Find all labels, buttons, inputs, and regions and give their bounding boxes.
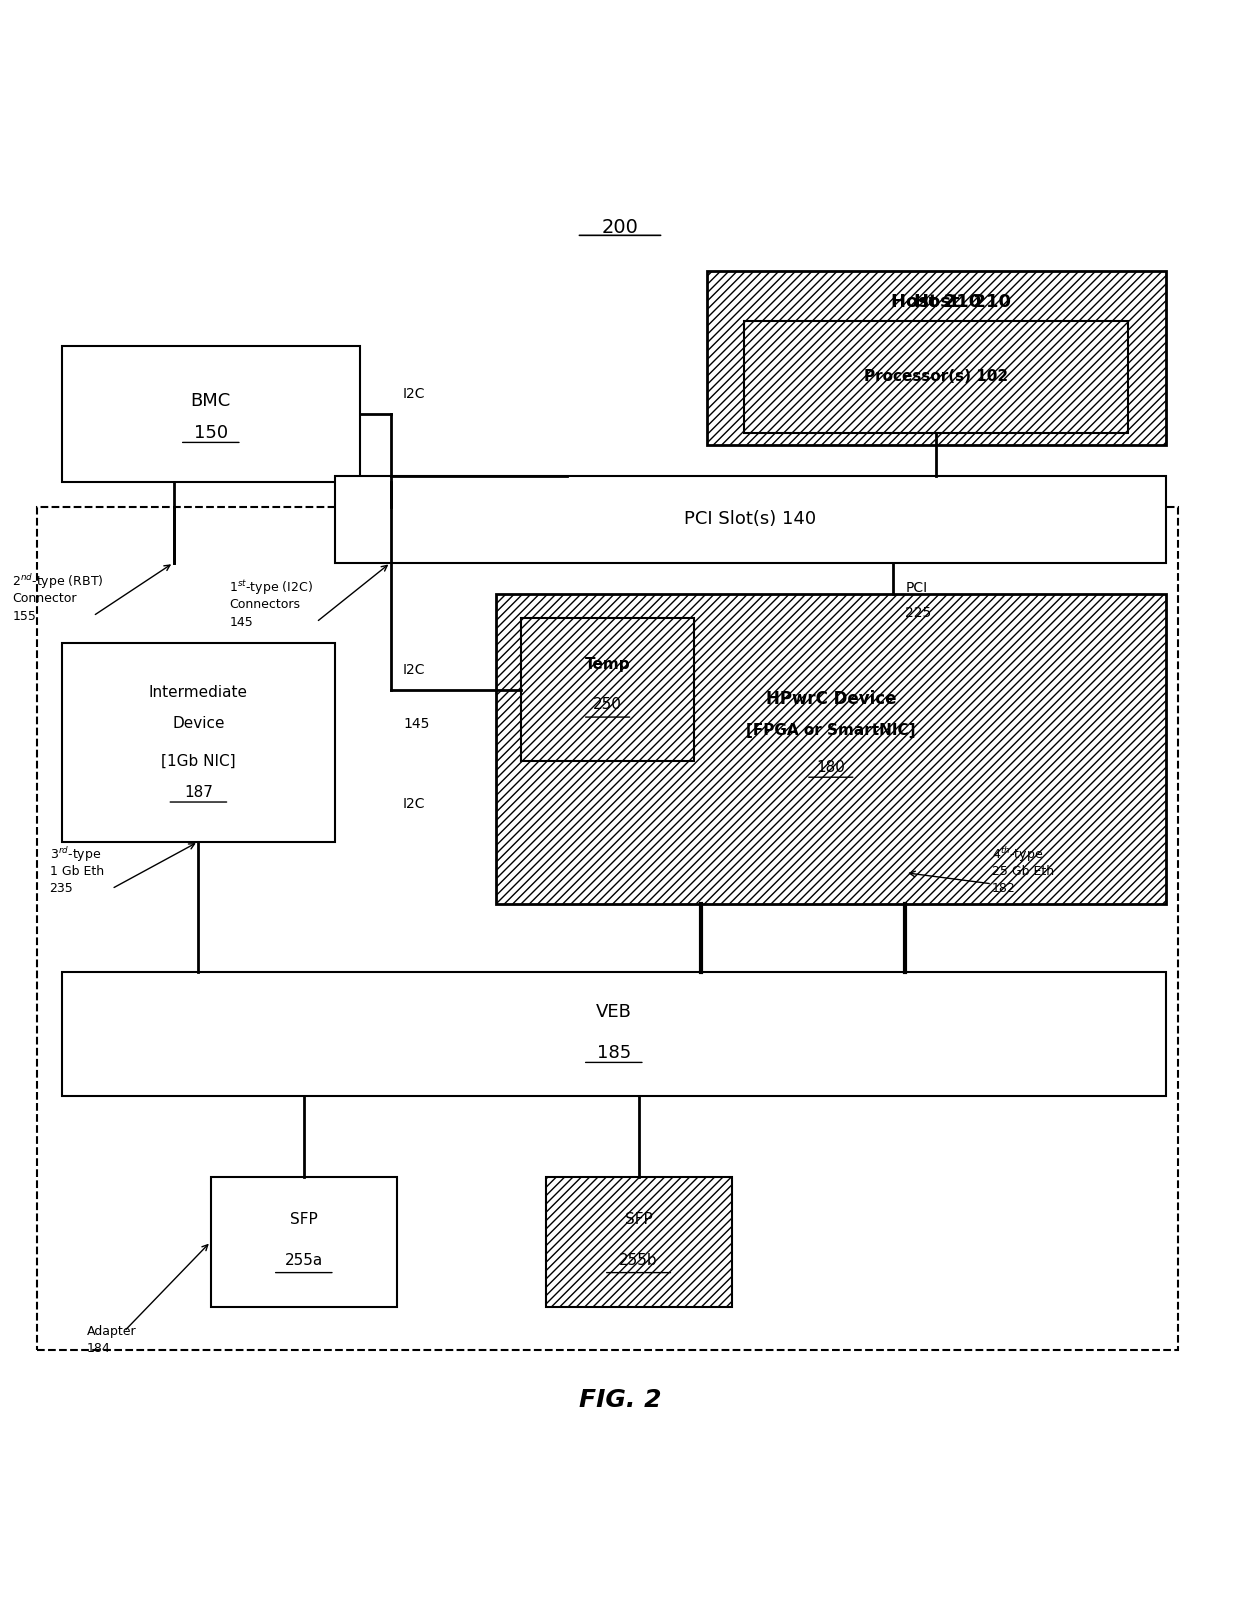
Text: 184: 184: [87, 1342, 110, 1355]
Text: 255b: 255b: [619, 1253, 658, 1268]
Text: I2C: I2C: [403, 388, 425, 402]
Text: Host 210: Host 210: [892, 293, 981, 311]
Text: 3$^{rd}$-type: 3$^{rd}$-type: [50, 845, 100, 864]
Text: Device: Device: [172, 716, 224, 732]
Text: 250: 250: [593, 697, 622, 713]
Bar: [211, 1176, 397, 1307]
Text: 180: 180: [816, 759, 846, 776]
Text: 145: 145: [229, 616, 253, 629]
Text: HPwrC Device: HPwrC Device: [765, 690, 897, 708]
Text: 182: 182: [992, 882, 1016, 895]
Bar: [707, 272, 1166, 446]
Text: 1$^{st}$-type (I2C): 1$^{st}$-type (I2C): [229, 578, 314, 597]
Text: 1 Gb Eth: 1 Gb Eth: [50, 866, 104, 879]
Text: 2$^{nd}$-type (RBT): 2$^{nd}$-type (RBT): [12, 571, 104, 591]
Text: 255a: 255a: [285, 1253, 322, 1268]
Text: 200: 200: [601, 219, 639, 238]
Text: SFP: SFP: [625, 1212, 652, 1226]
Bar: [521, 618, 694, 761]
Text: PCI: PCI: [905, 581, 928, 595]
Text: I2C: I2C: [403, 798, 425, 811]
Bar: [62, 346, 360, 483]
Text: 145: 145: [403, 718, 429, 730]
Text: Connector: Connector: [12, 592, 77, 605]
Text: Adapter: Adapter: [87, 1324, 136, 1339]
Text: 155: 155: [12, 610, 36, 623]
Text: 225: 225: [905, 607, 931, 619]
Text: 25 Gb Eth: 25 Gb Eth: [992, 866, 1054, 879]
Bar: [546, 1176, 732, 1307]
Bar: [335, 476, 1166, 563]
Bar: [62, 972, 1166, 1096]
Text: 187: 187: [184, 785, 213, 800]
Text: FIG. 2: FIG. 2: [579, 1387, 661, 1411]
Bar: [496, 594, 1166, 904]
Text: Connectors: Connectors: [229, 599, 300, 611]
Text: [FPGA or SmartNIC]: [FPGA or SmartNIC]: [746, 722, 915, 737]
Text: 235: 235: [50, 882, 73, 895]
Text: 210: 210: [961, 293, 1011, 311]
Text: 150: 150: [193, 423, 228, 441]
Bar: [744, 320, 1128, 433]
Text: 4$^{th}$-type: 4$^{th}$-type: [992, 845, 1043, 864]
Text: I2C: I2C: [403, 663, 425, 677]
Text: Temp: Temp: [585, 658, 630, 673]
Text: 185: 185: [596, 1044, 631, 1062]
Text: BMC: BMC: [191, 393, 231, 410]
Text: Host: Host: [913, 293, 960, 311]
Text: Processor(s) 102: Processor(s) 102: [864, 368, 1008, 385]
Text: [1Gb NIC]: [1Gb NIC]: [161, 753, 236, 769]
Text: Intermediate: Intermediate: [149, 685, 248, 700]
Text: SFP: SFP: [290, 1212, 317, 1226]
Text: PCI Slot(s) 140: PCI Slot(s) 140: [684, 510, 816, 528]
Bar: [62, 644, 335, 842]
Text: VEB: VEB: [596, 1002, 631, 1020]
